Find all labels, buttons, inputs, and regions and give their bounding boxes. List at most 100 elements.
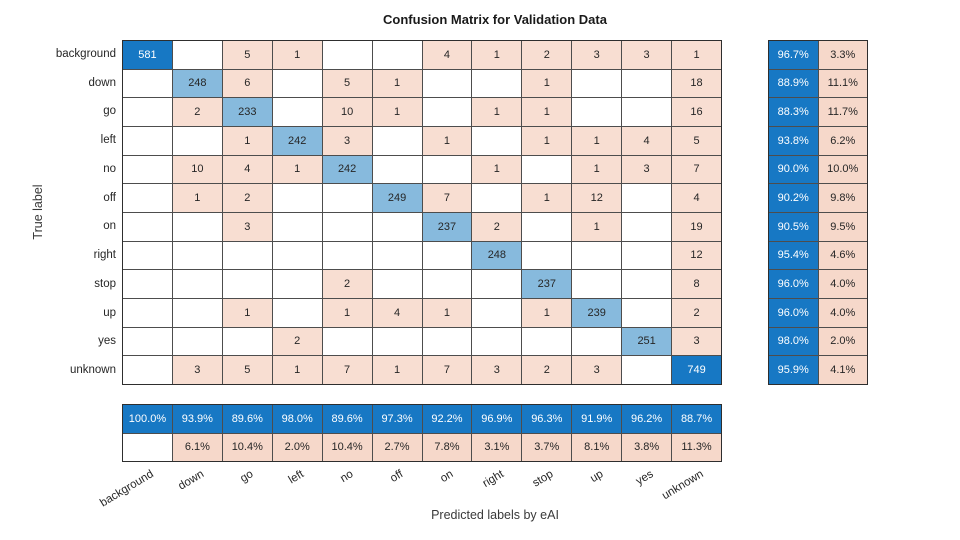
matrix-cell: 12	[672, 241, 721, 270]
matrix-cell	[472, 184, 522, 212]
col-summary-cell: 92.2%	[422, 405, 472, 433]
col-summary-cell: 96.3%	[522, 405, 572, 433]
matrix-cell: 3	[222, 212, 272, 241]
matrix-cell	[372, 155, 422, 184]
row-summary-cell: 88.9%	[769, 69, 818, 98]
matrix-cell: 2	[272, 327, 322, 356]
col-summary-cell: 96.2%	[622, 405, 672, 433]
col-summary-cell: 7.8%	[422, 433, 472, 461]
row-summary-cell: 4.1%	[818, 356, 867, 384]
matrix-cell: 1	[222, 126, 272, 155]
matrix-cell: 1	[672, 41, 721, 69]
row-summary-cell: 96.7%	[769, 41, 818, 69]
col-summary-cell: 98.0%	[272, 405, 322, 433]
matrix-cell: 1	[522, 126, 572, 155]
matrix-cell	[272, 184, 322, 212]
matrix-cell: 10	[172, 155, 222, 184]
matrix-cell: 2	[522, 356, 572, 384]
matrix-cell	[172, 212, 222, 241]
column-normalized-summary-grid: 100.0% 93.9% 89.6% 98.0% 89.6% 97.3% 92.2% 96.9…	[122, 404, 722, 462]
matrix-cell	[622, 356, 672, 384]
col-summary-cell: 88.7%	[672, 405, 721, 433]
matrix-cell	[123, 356, 172, 384]
matrix-cell	[322, 327, 372, 356]
matrix-cell: 237	[522, 270, 572, 298]
matrix-cell	[622, 298, 672, 327]
col-summary-cell: 3.8%	[622, 433, 672, 461]
matrix-cell	[622, 212, 672, 241]
matrix-cell: 581	[123, 41, 172, 69]
y-tick-label: up	[103, 306, 116, 319]
row-summary-cell: 88.3%	[769, 98, 818, 126]
matrix-cell: 3	[472, 356, 522, 384]
col-summary-cell: 91.9%	[572, 405, 622, 433]
matrix-cell	[123, 212, 172, 241]
matrix-cell: 251	[622, 327, 672, 356]
x-tick-label: on	[438, 468, 456, 486]
matrix-cell: 233	[222, 98, 272, 126]
col-summary-cell: 6.1%	[172, 433, 222, 461]
matrix-cell: 2	[522, 41, 572, 69]
matrix-cell: 1	[272, 356, 322, 384]
matrix-cell: 4	[622, 126, 672, 155]
row-summary-cell: 11.7%	[818, 98, 867, 126]
matrix-cell	[572, 98, 622, 126]
x-tick-label: go	[238, 468, 256, 486]
matrix-cell: 1	[472, 41, 522, 69]
matrix-cell	[372, 126, 422, 155]
matrix-cell	[222, 241, 272, 270]
matrix-cell	[572, 69, 622, 98]
matrix-cell	[372, 270, 422, 298]
row-summary-cell: 9.5%	[818, 212, 867, 241]
y-tick-label: left	[100, 134, 116, 147]
matrix-cell	[422, 155, 472, 184]
matrix-cell: 1	[372, 69, 422, 98]
matrix-cell	[272, 270, 322, 298]
matrix-cell: 2	[222, 184, 272, 212]
x-tick-label: off	[388, 468, 406, 485]
row-summary-cell: 4.0%	[818, 298, 867, 327]
matrix-cell	[322, 212, 372, 241]
row-summary-cell: 3.3%	[818, 41, 867, 69]
matrix-cell	[472, 327, 522, 356]
matrix-cell: 1	[572, 155, 622, 184]
y-tick-label: stop	[94, 277, 116, 290]
matrix-cell: 3	[672, 327, 721, 356]
matrix-cell: 242	[272, 126, 322, 155]
matrix-cell	[172, 298, 222, 327]
y-tick-label: on	[103, 220, 116, 233]
col-summary-cell: 10.4%	[322, 433, 372, 461]
matrix-cell: 19	[672, 212, 721, 241]
matrix-cell: 2	[322, 270, 372, 298]
matrix-cell	[422, 98, 472, 126]
x-tick-label: stop	[530, 468, 556, 490]
y-tick-label: unknown	[69, 364, 116, 377]
matrix-cell: 7	[422, 356, 472, 384]
row-summary-cell: 93.8%	[769, 126, 818, 155]
matrix-cell: 248	[472, 241, 522, 270]
matrix-cell: 12	[572, 184, 622, 212]
y-tick-label: go	[103, 105, 116, 118]
matrix-cell	[123, 126, 172, 155]
matrix-cell	[272, 98, 322, 126]
matrix-cell: 1	[172, 184, 222, 212]
y-tick-label: down	[88, 76, 117, 89]
row-summary-cell: 4.0%	[818, 270, 867, 298]
matrix-cell	[172, 327, 222, 356]
x-tick-label: up	[588, 468, 606, 486]
row-summary-cell: 96.0%	[769, 298, 818, 327]
col-summary-cell: 2.0%	[272, 433, 322, 461]
matrix-cell	[123, 98, 172, 126]
row-summary-cell: 90.0%	[769, 155, 818, 184]
matrix-cell	[272, 298, 322, 327]
matrix-cell	[372, 327, 422, 356]
matrix-cell	[322, 241, 372, 270]
matrix-cell	[222, 327, 272, 356]
row-summary-cell: 90.2%	[769, 184, 818, 212]
matrix-cell	[422, 69, 472, 98]
row-summary-cell: 95.4%	[769, 241, 818, 270]
y-tick-label: background	[55, 47, 116, 60]
y-tick-label: no	[103, 162, 116, 175]
x-axis-title: Predicted labels by eAI	[431, 508, 559, 522]
matrix-cell	[522, 155, 572, 184]
